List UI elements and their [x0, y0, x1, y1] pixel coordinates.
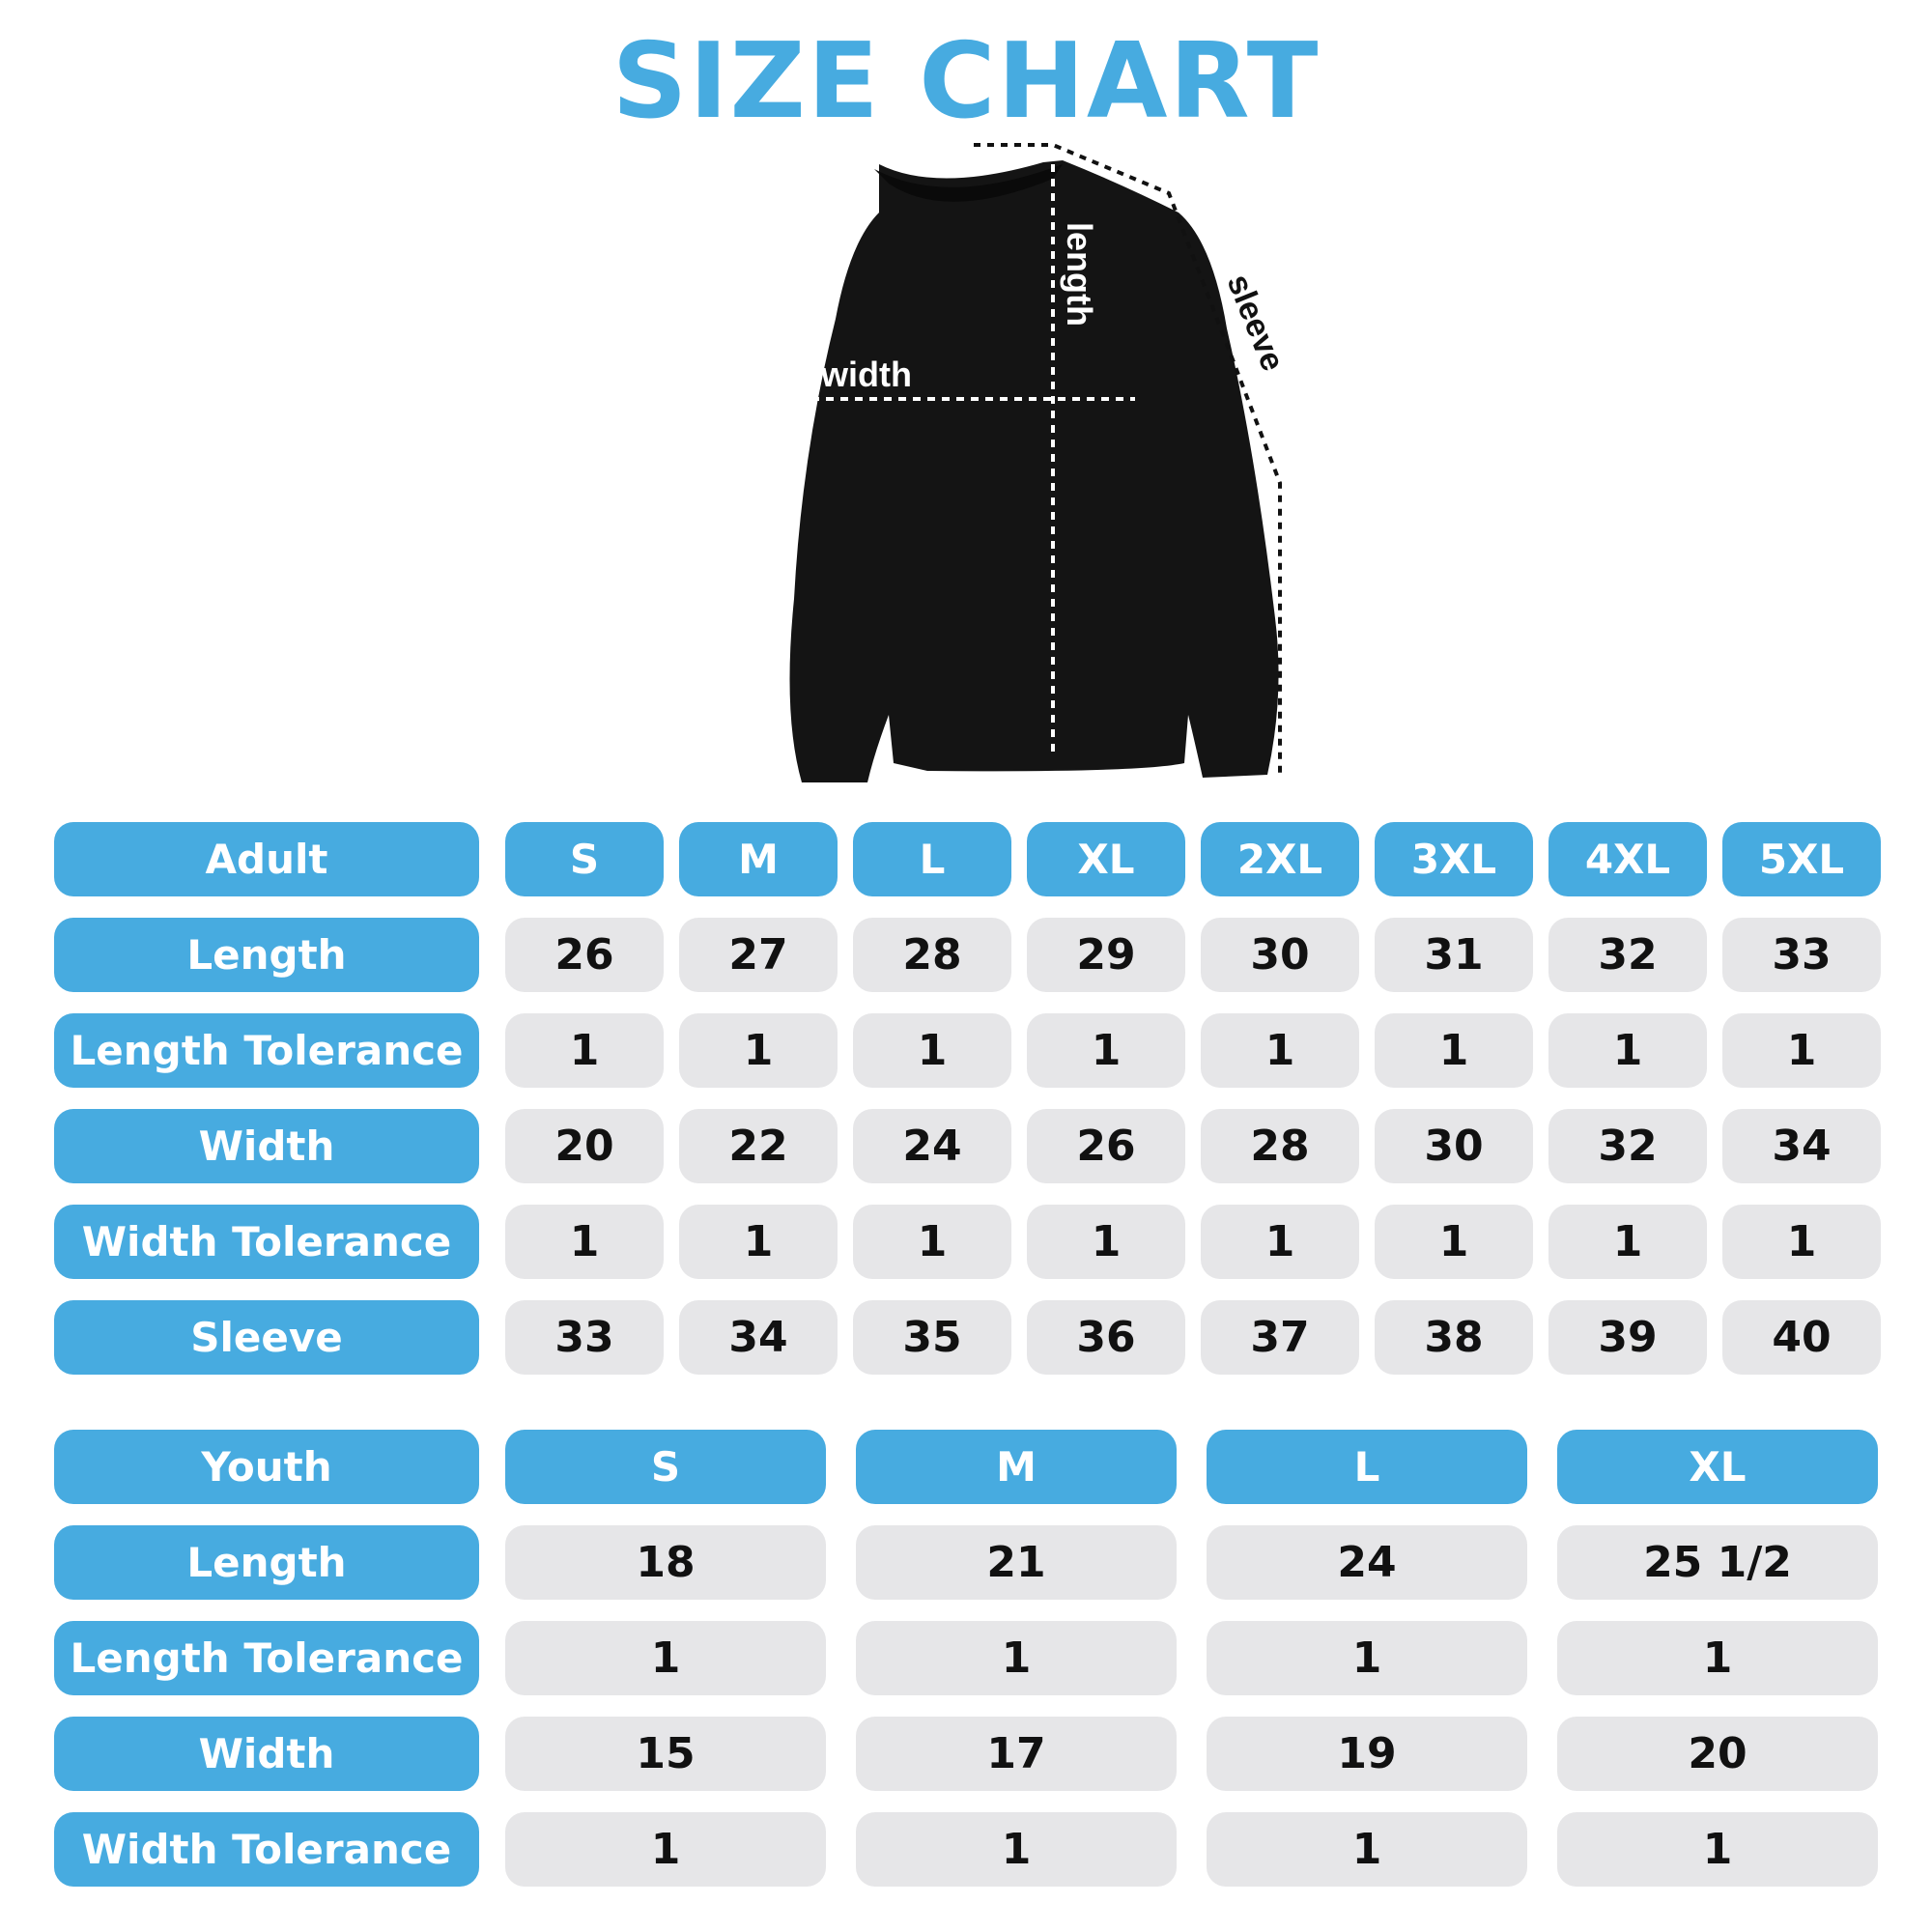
- adult-cell: 33: [505, 1300, 664, 1375]
- adult-cell: 1: [1722, 1013, 1881, 1088]
- adult-size-l: L: [853, 822, 1011, 896]
- adult-cell: 32: [1548, 1109, 1707, 1183]
- length-label: length: [1060, 222, 1099, 327]
- adult-cell: 1: [1027, 1013, 1185, 1088]
- adult-cell: 1: [679, 1205, 838, 1279]
- adult-size-4xl: 4XL: [1548, 822, 1707, 896]
- sleeve-measure-line: [974, 143, 1282, 773]
- adult-cell: 29: [1027, 918, 1185, 992]
- adult-cell: 26: [1027, 1109, 1185, 1183]
- adult-cell: 28: [853, 918, 1011, 992]
- adult-cell: 30: [1201, 918, 1359, 992]
- youth-cell: 1: [505, 1812, 826, 1887]
- adult-cell: 31: [1375, 918, 1533, 992]
- page-title: SIZE CHART: [611, 21, 1321, 142]
- adult-size-3xl: 3XL: [1375, 822, 1533, 896]
- adult-cell: 1: [853, 1013, 1011, 1088]
- adult-cell: 1: [1201, 1013, 1359, 1088]
- youth-row-label: Length: [54, 1525, 479, 1600]
- adult-size-5xl: 5XL: [1722, 822, 1881, 896]
- adult-cell: 37: [1201, 1300, 1359, 1375]
- youth-size-l: L: [1207, 1430, 1527, 1504]
- youth-cell: 1: [1557, 1621, 1878, 1695]
- adult-cell: 20: [505, 1109, 664, 1183]
- youth-cell: 21: [856, 1525, 1177, 1600]
- adult-cell: 1: [505, 1205, 664, 1279]
- adult-row-label: Width Tolerance: [54, 1205, 479, 1279]
- adult-cell: 27: [679, 918, 838, 992]
- adult-row-label: Width: [54, 1109, 479, 1183]
- youth-row-label: Width: [54, 1717, 479, 1791]
- adult-cell: 1: [505, 1013, 664, 1088]
- adult-cell: 1: [1201, 1205, 1359, 1279]
- adult-size-2xl: 2XL: [1201, 822, 1359, 896]
- adult-cell: 1: [1548, 1205, 1707, 1279]
- adult-cell: 26: [505, 918, 664, 992]
- youth-size-s: S: [505, 1430, 826, 1504]
- adult-cell: 30: [1375, 1109, 1533, 1183]
- adult-header: Adult: [54, 822, 479, 896]
- adult-cell: 39: [1548, 1300, 1707, 1375]
- adult-size-xl: XL: [1027, 822, 1185, 896]
- adult-size-s: S: [505, 822, 664, 896]
- adult-cell: 1: [853, 1205, 1011, 1279]
- adult-size-m: M: [679, 822, 838, 896]
- sweatshirt-collar: [874, 164, 1063, 202]
- youth-cell: 1: [856, 1621, 1177, 1695]
- sweatshirt-diagram: width length sleeve: [789, 143, 1292, 782]
- adult-cell: 1: [679, 1013, 838, 1088]
- adult-row-label: Length Tolerance: [54, 1013, 479, 1088]
- youth-cell: 1: [1557, 1812, 1878, 1887]
- adult-cell: 1: [1722, 1205, 1881, 1279]
- youth-cell: 1: [505, 1621, 826, 1695]
- adult-cell: 32: [1548, 918, 1707, 992]
- youth-cell: 20: [1557, 1717, 1878, 1791]
- adult-row-label: Length: [54, 918, 479, 992]
- adult-cell: 33: [1722, 918, 1881, 992]
- youth-cell: 1: [856, 1812, 1177, 1887]
- adult-cell: 1: [1375, 1013, 1533, 1088]
- adult-cell: 34: [679, 1300, 838, 1375]
- adult-cell: 35: [853, 1300, 1011, 1375]
- adult-cell: 40: [1722, 1300, 1881, 1375]
- adult-cell: 22: [679, 1109, 838, 1183]
- youth-row-label: Length Tolerance: [54, 1621, 479, 1695]
- adult-cell: 24: [853, 1109, 1011, 1183]
- youth-cell: 1: [1207, 1812, 1527, 1887]
- adult-cell: 34: [1722, 1109, 1881, 1183]
- adult-cell: 38: [1375, 1300, 1533, 1375]
- sweatshirt-body: [789, 160, 1279, 782]
- adult-cell: 28: [1201, 1109, 1359, 1183]
- width-label: width: [820, 355, 912, 394]
- youth-size-m: M: [856, 1430, 1177, 1504]
- youth-cell: 1: [1207, 1621, 1527, 1695]
- youth-cell: 24: [1207, 1525, 1527, 1600]
- youth-cell: 15: [505, 1717, 826, 1791]
- adult-cell: 1: [1548, 1013, 1707, 1088]
- youth-header: Youth: [54, 1430, 479, 1504]
- youth-cell: 25 1/2: [1557, 1525, 1878, 1600]
- adult-cell: 36: [1027, 1300, 1185, 1375]
- youth-cell: 17: [856, 1717, 1177, 1791]
- adult-cell: 1: [1375, 1205, 1533, 1279]
- youth-size-xl: XL: [1557, 1430, 1878, 1504]
- youth-cell: 18: [505, 1525, 826, 1600]
- adult-row-label: Sleeve: [54, 1300, 479, 1375]
- youth-row-label: Width Tolerance: [54, 1812, 479, 1887]
- youth-cell: 19: [1207, 1717, 1527, 1791]
- adult-cell: 1: [1027, 1205, 1185, 1279]
